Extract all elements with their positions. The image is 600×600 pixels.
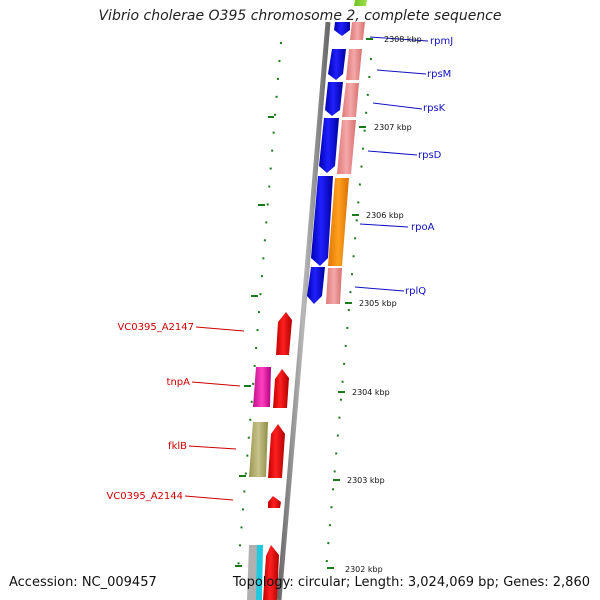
gene-arrow-fklB-khaki [249,422,268,477]
gene-arrow-rpsK-partner [342,83,359,117]
genome-summary: Topology: circular; Length: 3,024,069 bp… [233,575,590,590]
gene-label-fklB: fklB [168,441,187,452]
gene-arrow-green [354,0,367,6]
genes-text: Genes: 2,860 [503,575,590,590]
backbone [276,21,331,600]
length-text: Length: 3,024,069 bp; [354,575,504,590]
gene-label-rpsM: rpsM [427,69,451,80]
connector-lines [184,36,429,501]
accession-text: Accession: NC_009457 [9,575,157,590]
tick-marks [235,38,373,569]
gene-arrow-rpsM-partner [346,49,362,80]
gene-arrow-rpoA-partner [328,178,349,266]
gene-label-rpmJ: rpmJ [430,36,453,47]
gene-arrow-rpsK [325,82,343,116]
gene-arrow-pink [350,22,365,40]
gene-arrow-bottom-red [263,545,279,600]
gene-arrow-gray [247,545,259,600]
gene-label-rpoA: rpoA [411,222,435,233]
gene-arrow-rpsM [328,49,346,80]
gene-arrow-rpsD-partner [337,120,356,174]
gene-label-VC0395_A2147: VC0395_A2147 [117,322,194,333]
gene-arrow-VC0395_A2147 [276,312,292,355]
tick-label-2303: 2303 kbp [347,476,385,485]
tick-label-2305: 2305 kbp [359,299,397,308]
gene-arrow-cyan [256,545,263,600]
gene-arrow-tnpA [273,369,289,408]
gene-arrow-rpoA [311,176,333,266]
tick-label-2304: 2304 kbp [352,388,390,397]
tick-label-2307: 2307 kbp [374,123,412,132]
tick-label-2302: 2302 kbp [345,565,383,574]
tick-label-2308: 2308 kbp [384,35,422,44]
gene-label-rpsK: rpsK [423,103,446,114]
map-title: Vibrio cholerae O395 chromosome 2, compl… [98,8,502,24]
gene-arrow-rplQ [307,267,325,304]
gene-arrow-tnpA-pink [253,367,271,407]
gene-label-rpsD: rpsD [418,150,442,161]
gene-arrow-fklB [268,424,285,478]
gene-label-tnpA: tnpA [167,377,191,388]
gene-arrow-rpsD [319,118,339,173]
gene-label-rplQ: rplQ [405,286,426,297]
gene-label-VC0395_A2144: VC0395_A2144 [106,491,183,502]
tick-labels: 2308 kbp 2307 kbp 2306 kbp 2305 kbp 2304… [345,35,422,574]
gene-arrow-rplQ-partner [326,268,342,304]
forward-gene-labels: rpmJ rpsM rpsK rpsD rpoA rplQ [405,36,453,297]
gene-arrows [247,0,367,600]
gene-arrow-blue [334,22,350,36]
gene-arrow-VC0395_A2144 [268,496,281,508]
tick-label-2306: 2306 kbp [366,211,404,220]
reverse-gene-labels: VC0395_A2147 tnpA fklB VC0395_A2144 [106,322,194,502]
topology-text: Topology: circular; [232,575,355,590]
